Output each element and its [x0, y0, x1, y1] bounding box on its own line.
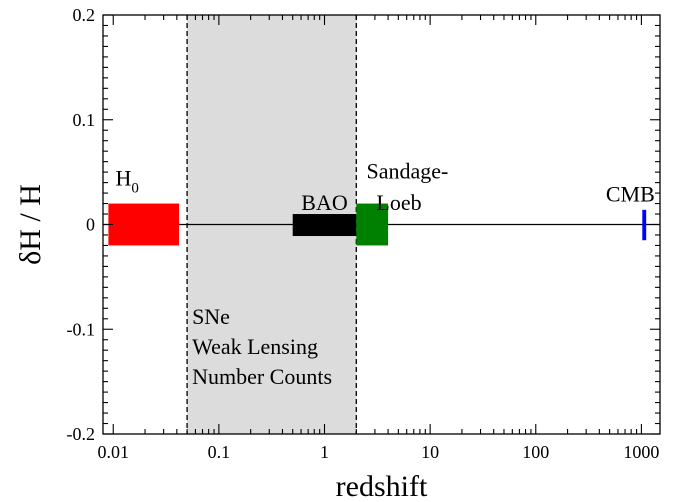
y-tick-label: 0.2 — [73, 5, 96, 25]
label-sandage: Sandage- — [367, 158, 449, 183]
label-bao: BAO — [301, 190, 347, 215]
x-tick-label: 0.1 — [208, 442, 231, 462]
box-0 — [108, 203, 180, 246]
shaded-label-1: Weak Lensing — [192, 334, 318, 359]
label-cmb: CMB — [606, 181, 655, 206]
y-tick-label: 0.1 — [73, 110, 96, 130]
label-loeb: Loeb — [376, 190, 421, 215]
shaded-label-0: SNe — [192, 304, 230, 329]
shaded-label-2: Number Counts — [192, 364, 332, 389]
x-tick-label: 1000 — [623, 442, 659, 462]
x-axis-label: redshift — [336, 470, 428, 502]
x-tick-label: 10 — [421, 442, 439, 462]
box-1 — [292, 214, 357, 237]
y-tick-label: -0.1 — [67, 319, 96, 339]
x-tick-label: 1 — [320, 442, 329, 462]
y-tick-label: -0.2 — [67, 424, 96, 444]
box-3 — [642, 209, 647, 241]
x-tick-label: 0.01 — [97, 442, 129, 462]
label-h0: H0 — [115, 166, 138, 197]
box-2 — [356, 203, 389, 246]
x-tick-label: 100 — [522, 442, 549, 462]
y-tick-label: 0 — [86, 215, 95, 235]
y-axis-label: δH / H — [14, 184, 47, 265]
